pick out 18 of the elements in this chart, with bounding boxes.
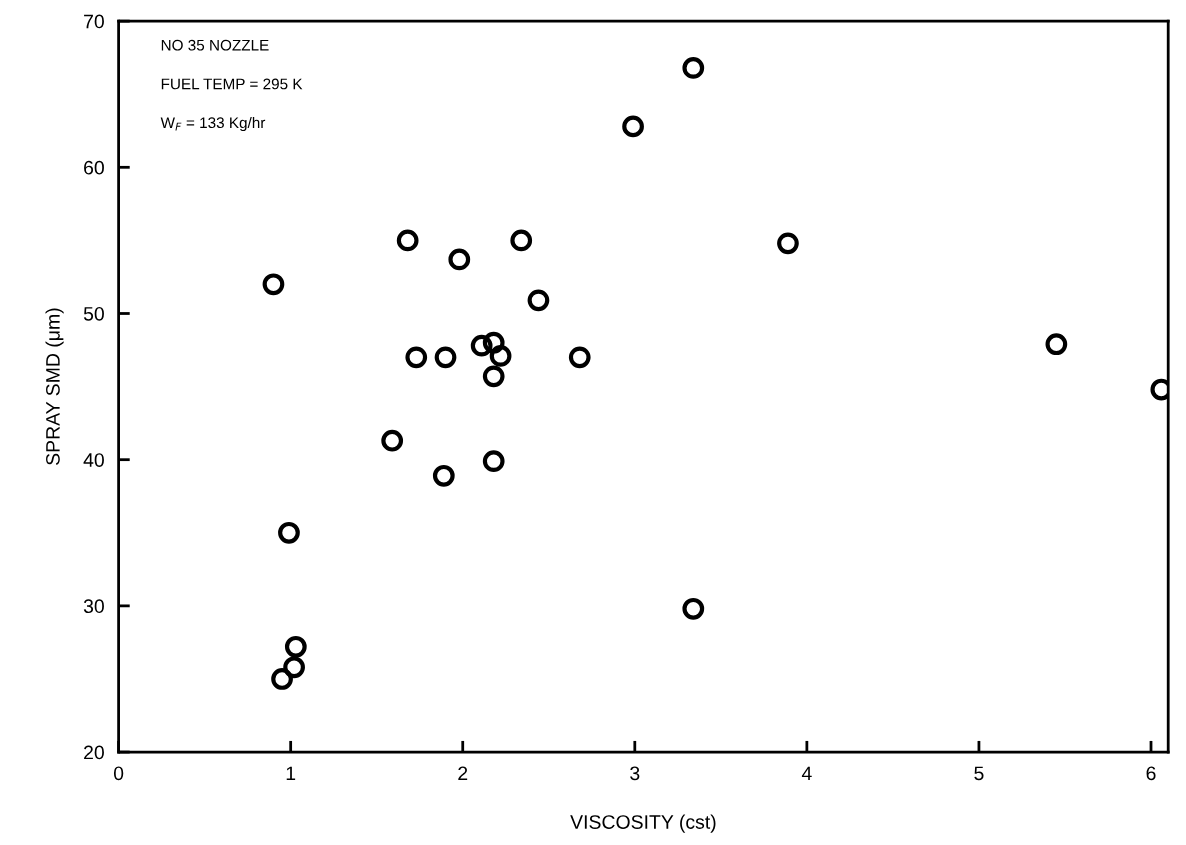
x-tick-label: 6 [1146, 766, 1156, 781]
y-tick-label: 30 [83, 599, 104, 614]
x-tick-label: 3 [630, 766, 640, 781]
y-tick-label: 20 [84, 745, 104, 760]
annotation: W$_{F}$ = 133 Kg/hr [160, 116, 266, 132]
x-tick-label: 1 [286, 766, 296, 781]
y-tick-label: 50 [83, 306, 104, 321]
x-tick-label: 5 [974, 766, 984, 781]
annotation: FUEL TEMP = 295 K [161, 78, 303, 90]
x-tick-label: 4 [801, 766, 812, 781]
x-tick-label: 2 [458, 766, 468, 781]
y-tick-label: 70 [84, 14, 104, 29]
x-axis-title: VISCOSITY (cst) [570, 814, 716, 833]
y-axis-title: SPRAY SMD (μm) [45, 308, 64, 465]
y-tick-label: 60 [84, 160, 104, 175]
x-tick-label: 0 [113, 766, 124, 781]
annotation: NO 35 NOZZLE [161, 39, 269, 51]
y-tick-label: 40 [83, 453, 104, 467]
